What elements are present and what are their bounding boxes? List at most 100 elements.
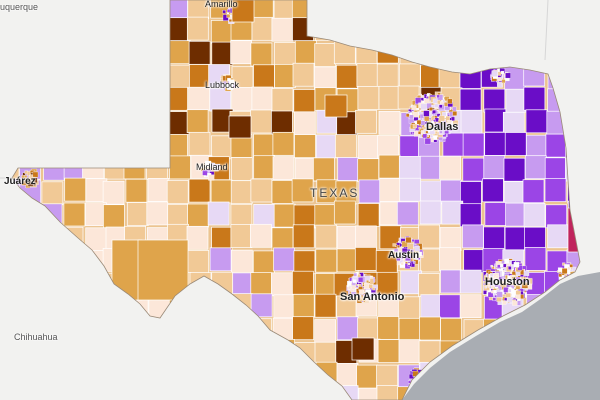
- county-cell[interactable]: [460, 16, 483, 41]
- county-cell[interactable]: [60, 112, 83, 137]
- county-cell[interactable]: [378, 110, 401, 135]
- county-cell[interactable]: [145, 131, 168, 156]
- county-cell[interactable]: [421, 0, 444, 19]
- county-cell[interactable]: [315, 273, 337, 297]
- county-cell[interactable]: [22, 88, 45, 112]
- census-tract[interactable]: [502, 263, 507, 268]
- county-cell[interactable]: [567, 207, 582, 253]
- census-tract[interactable]: [486, 277, 489, 281]
- county-cell[interactable]: [357, 135, 380, 159]
- county-cell[interactable]: [103, 0, 126, 21]
- county-cell[interactable]: [273, 247, 295, 272]
- county-cell[interactable]: [211, 135, 233, 160]
- county-cell[interactable]: [314, 319, 337, 343]
- county-cell[interactable]: [102, 180, 125, 205]
- county-cell[interactable]: [106, 17, 128, 42]
- census-tract[interactable]: [429, 107, 433, 111]
- county-cell[interactable]: [253, 64, 275, 89]
- county-cell[interactable]: [169, 155, 191, 180]
- county-cell[interactable]: [250, 178, 273, 203]
- county-cell[interactable]: [252, 250, 275, 275]
- county-cell[interactable]: [588, 19, 600, 42]
- census-tract[interactable]: [558, 273, 563, 278]
- county-cell[interactable]: [167, 388, 190, 400]
- county-cell[interactable]: [418, 224, 440, 249]
- county-cell[interactable]: [294, 342, 317, 366]
- county-cell[interactable]: [188, 86, 211, 111]
- county-cell[interactable]: [271, 272, 293, 297]
- county-cell[interactable]: [84, 363, 107, 388]
- county-cell[interactable]: [379, 178, 402, 202]
- census-tract[interactable]: [515, 285, 521, 290]
- census-tract[interactable]: [491, 70, 498, 77]
- county-cell[interactable]: [188, 178, 211, 203]
- census-tract[interactable]: [561, 268, 568, 274]
- census-tract[interactable]: [358, 297, 363, 302]
- county-cell[interactable]: [42, 249, 65, 273]
- county-cell[interactable]: [0, 292, 21, 317]
- county-cell[interactable]: [335, 134, 357, 158]
- county-cell[interactable]: [462, 132, 485, 157]
- census-tract[interactable]: [411, 105, 417, 111]
- county-cell[interactable]: [41, 39, 64, 64]
- census-tract[interactable]: [508, 266, 512, 270]
- county-cell[interactable]: [354, 19, 377, 44]
- county-cell[interactable]: [125, 112, 147, 136]
- county-cell[interactable]: [1, 203, 22, 228]
- census-tract[interactable]: [413, 379, 417, 383]
- county-cell[interactable]: [274, 42, 296, 66]
- county-cell[interactable]: [39, 0, 62, 21]
- county-cell[interactable]: [147, 178, 170, 202]
- county-cell[interactable]: [460, 109, 483, 134]
- census-tract[interactable]: [567, 266, 571, 270]
- county-cell[interactable]: [294, 157, 317, 182]
- county-cell[interactable]: [377, 339, 400, 363]
- census-tract[interactable]: [510, 282, 515, 286]
- county-cell[interactable]: [250, 223, 272, 248]
- census-tract[interactable]: [424, 98, 430, 104]
- county-cell[interactable]: [504, 226, 527, 251]
- county-cell[interactable]: [1, 65, 23, 89]
- county-cell[interactable]: [441, 200, 464, 225]
- county-cell[interactable]: [336, 316, 359, 341]
- census-tract[interactable]: [570, 269, 573, 272]
- census-tract[interactable]: [417, 251, 422, 257]
- county-cell[interactable]: [587, 135, 600, 158]
- census-tract[interactable]: [399, 243, 403, 247]
- county-cell[interactable]: [189, 272, 212, 296]
- census-tract[interactable]: [500, 281, 506, 287]
- county-cell[interactable]: [186, 16, 209, 41]
- county-cell[interactable]: [62, 42, 85, 66]
- census-tract[interactable]: [372, 287, 376, 291]
- census-tract[interactable]: [430, 128, 434, 131]
- county-cell[interactable]: [399, 19, 422, 43]
- county-cell[interactable]: [587, 89, 600, 112]
- county-cell[interactable]: [526, 134, 548, 159]
- county-cell[interactable]: [106, 365, 128, 389]
- census-tract[interactable]: [405, 113, 410, 118]
- county-cell[interactable]: [21, 341, 44, 366]
- county-cell[interactable]: [324, 94, 348, 118]
- census-tract[interactable]: [502, 300, 507, 305]
- county-cell[interactable]: [271, 17, 294, 42]
- county-cell[interactable]: [105, 388, 128, 400]
- census-tract[interactable]: [448, 125, 452, 130]
- county-cell[interactable]: [292, 224, 315, 249]
- county-cell[interactable]: [398, 0, 420, 21]
- census-tract[interactable]: [452, 111, 458, 116]
- county-cell[interactable]: [438, 64, 461, 89]
- county-cell[interactable]: [316, 0, 338, 20]
- county-cell[interactable]: [292, 294, 315, 318]
- census-tract[interactable]: [420, 103, 427, 110]
- census-tract[interactable]: [452, 106, 457, 112]
- county-cell[interactable]: [82, 132, 105, 157]
- census-tract[interactable]: [496, 291, 503, 298]
- county-cell[interactable]: [398, 339, 421, 363]
- county-cell[interactable]: [41, 387, 64, 400]
- county-cell[interactable]: [336, 64, 358, 89]
- census-tract[interactable]: [412, 370, 419, 377]
- county-cell[interactable]: [251, 16, 274, 41]
- county-cell[interactable]: [84, 292, 107, 317]
- census-tract[interactable]: [430, 116, 436, 121]
- county-cell[interactable]: [547, 88, 569, 113]
